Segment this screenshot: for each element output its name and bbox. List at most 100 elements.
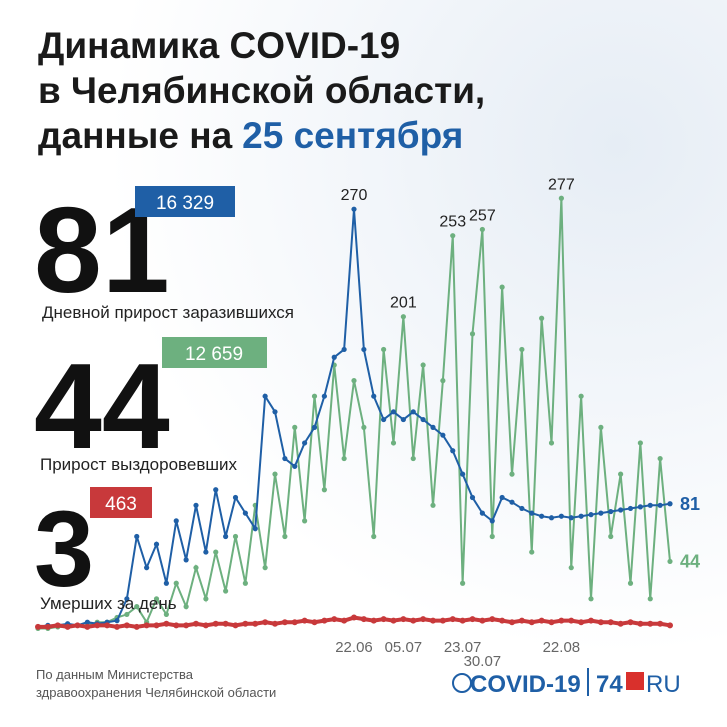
data-point (548, 515, 555, 521)
badge-total: 12 659 (185, 344, 243, 365)
footer: здравоохранения Челябинской области (36, 685, 276, 700)
data-point (242, 580, 248, 586)
data-point (519, 505, 525, 512)
x-tick-label: 30.07 (464, 653, 502, 670)
data-point (223, 588, 229, 594)
data-point (281, 619, 288, 626)
data-point (302, 440, 308, 446)
badge-total: 463 (105, 494, 137, 515)
data-point (183, 557, 189, 563)
data-point (647, 596, 653, 602)
x-tick-label: 23.07 (444, 639, 482, 656)
end-label: 81 (680, 494, 700, 514)
data-point (627, 505, 634, 512)
x-tick-label: 05.07 (385, 639, 423, 656)
data-point (124, 596, 130, 602)
data-point (489, 616, 496, 623)
data-point (341, 346, 347, 353)
data-label: 253 (439, 214, 466, 231)
data-point (400, 314, 406, 320)
data-point (489, 518, 495, 524)
data-point (213, 487, 219, 493)
big-number: 3 (34, 488, 94, 609)
data-point (301, 617, 308, 624)
data-point (499, 617, 506, 624)
data-point (410, 617, 417, 624)
data-point (578, 619, 585, 626)
data-point (232, 622, 239, 629)
data-point (212, 620, 219, 627)
data-point (529, 510, 535, 516)
data-point (420, 616, 427, 623)
data-point (381, 346, 387, 353)
data-point (420, 416, 426, 423)
data-point (499, 494, 505, 501)
data-point (608, 533, 614, 540)
data-point (637, 504, 643, 510)
data-point (74, 622, 81, 629)
data-point (123, 622, 130, 629)
data-point (351, 206, 357, 212)
data-point (262, 565, 268, 571)
data-point (450, 448, 456, 454)
data-point (35, 623, 41, 630)
data-point (519, 346, 525, 353)
data-point (618, 471, 624, 477)
data-point (242, 620, 249, 627)
data-point (311, 424, 318, 430)
data-point (539, 315, 545, 321)
data-point (173, 580, 179, 586)
data-point (509, 471, 515, 477)
data-point (163, 620, 170, 627)
data-point (331, 354, 337, 360)
data-point (657, 620, 664, 627)
data-point (143, 622, 150, 629)
data-label: 257 (469, 207, 496, 224)
data-point (479, 226, 485, 233)
data-point (380, 616, 387, 623)
big-number: 44 (34, 338, 170, 474)
data-point (518, 617, 525, 624)
logo-square (626, 672, 644, 690)
data-point (272, 620, 278, 627)
data-point (538, 617, 545, 624)
title-date: 25 сентября (242, 115, 463, 156)
data-point (459, 617, 466, 624)
data-point (449, 616, 456, 623)
data-point (558, 617, 565, 624)
badge (135, 186, 235, 217)
data-point (321, 487, 327, 493)
data-point (598, 510, 604, 516)
data-point (647, 620, 654, 627)
data-point (153, 596, 160, 602)
data-point (568, 515, 574, 521)
badge-total: 16 329 (156, 193, 214, 214)
data-point (203, 596, 209, 602)
data-point (479, 510, 485, 516)
data-point (528, 619, 535, 626)
caption: Прирост выздоровевших (40, 455, 238, 474)
data-point (371, 533, 377, 540)
data-point (360, 616, 367, 623)
data-point (144, 565, 150, 571)
data-point (173, 622, 180, 629)
data-point (440, 432, 446, 438)
data-point (282, 533, 288, 540)
data-point (568, 565, 574, 571)
title-line: в Челябинской области, (38, 70, 485, 111)
data-point (272, 471, 278, 477)
data-point (657, 455, 663, 462)
data-label: 277 (548, 176, 575, 193)
data-point (173, 518, 179, 524)
data-point (291, 619, 298, 626)
footer: По данным Министерства (36, 667, 194, 682)
data-point (282, 455, 288, 462)
data-point (469, 616, 476, 623)
data-point (331, 616, 338, 623)
data-point (597, 619, 604, 626)
data-point (667, 622, 673, 629)
data-point (558, 513, 564, 519)
